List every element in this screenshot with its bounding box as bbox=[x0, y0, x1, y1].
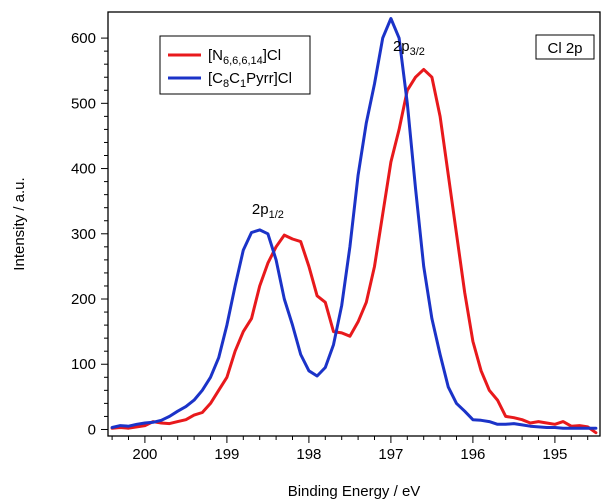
annotations: 2p1/2 2p3/2 bbox=[252, 38, 425, 221]
x-tick-label: 195 bbox=[542, 446, 567, 463]
peak-annotation-2p12: 2p1/2 bbox=[252, 201, 284, 221]
x-tick-label: 197 bbox=[378, 446, 403, 463]
label-box-text: Cl 2p bbox=[547, 40, 582, 57]
y-tick-label: 300 bbox=[71, 226, 96, 243]
spectrum-label-box: Cl 2p bbox=[535, 34, 595, 60]
x-tick-label: 198 bbox=[296, 446, 321, 463]
legend-box bbox=[159, 35, 311, 95]
y-tick-label: 200 bbox=[71, 291, 96, 308]
y-tick-label: 600 bbox=[71, 30, 96, 47]
x-tick-label: 199 bbox=[214, 446, 239, 463]
x-axis-label: Binding Energy / eV bbox=[288, 483, 421, 500]
legend-label-n66614cl: [N6,6,6,14]Cl bbox=[208, 47, 281, 67]
y-tick-label: 400 bbox=[71, 161, 96, 178]
y-tick-label: 100 bbox=[71, 356, 96, 373]
label-box-frame bbox=[535, 34, 595, 60]
legend: [N6,6,6,14]Cl [C8C1Pyrr]Cl bbox=[159, 35, 311, 95]
y-tick-label: 0 bbox=[88, 421, 96, 438]
legend-label-c8c1pyrrcl: [C8C1Pyrr]Cl bbox=[208, 70, 292, 90]
series-line-n66614cl bbox=[110, 67, 598, 435]
y-tick-label: 500 bbox=[71, 95, 96, 112]
x-tick-label: 196 bbox=[460, 446, 485, 463]
axes: 200 199 198 197 196 195 0 100 200 300 400 500 600 bbox=[71, 11, 601, 463]
peak-annotation-2p32: 2p3/2 bbox=[393, 38, 425, 58]
y-axis-label: Intensity / a.u. bbox=[11, 177, 28, 270]
series-group bbox=[110, 17, 598, 435]
x-tick-label: 200 bbox=[132, 446, 157, 463]
series-line-c8c1pyrrcl bbox=[110, 17, 598, 430]
plot-frame bbox=[107, 11, 601, 437]
